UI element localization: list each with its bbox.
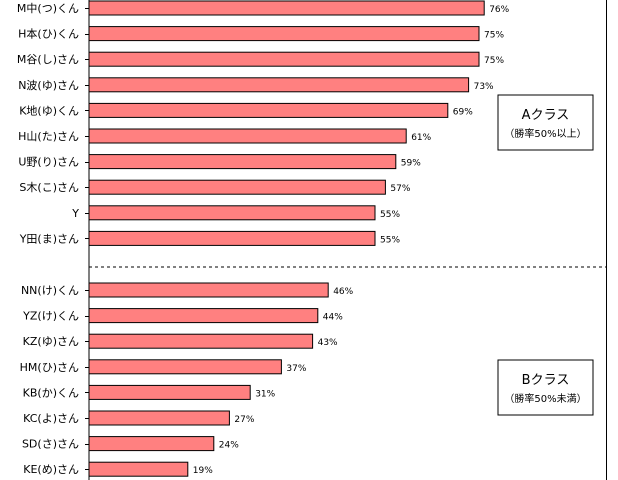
bar	[88, 128, 407, 144]
data-label: 31%	[255, 389, 275, 399]
category-label: M中(つ)くん	[17, 2, 79, 15]
data-label: 57%	[390, 184, 410, 194]
category-label: KB(か)くん	[23, 386, 79, 399]
category-label: M谷(し)さん	[17, 53, 79, 66]
bar	[88, 359, 282, 375]
category-label: Y田(ま)さん	[19, 232, 79, 245]
bar	[88, 461, 189, 477]
data-label: 55%	[380, 235, 400, 245]
category-label: KZ(ゆ)さん	[23, 335, 79, 348]
category-label: U野(り)さん	[18, 156, 79, 169]
data-label: 43%	[318, 338, 338, 348]
data-label: 73%	[474, 82, 494, 92]
bar	[88, 308, 319, 324]
bar	[88, 333, 314, 349]
data-label: 75%	[484, 31, 504, 41]
bar	[88, 179, 386, 195]
bar	[88, 230, 376, 246]
bar	[88, 410, 230, 426]
bar	[88, 77, 470, 93]
bar	[88, 51, 480, 67]
class-annotation-box	[497, 94, 594, 151]
data-label: 55%	[380, 210, 400, 220]
category-label: H本(ひ)くん	[18, 27, 79, 41]
category-label: YZ(け)くん	[22, 310, 79, 323]
class-subtitle: （勝率50%未満）	[504, 392, 586, 405]
bar	[88, 282, 329, 298]
data-label: 19%	[193, 466, 213, 476]
data-label: 69%	[453, 107, 473, 117]
data-label: 76%	[489, 5, 509, 15]
data-label: 44%	[323, 313, 343, 323]
category-label: K地(ゆ)くん	[19, 104, 79, 117]
data-label: 27%	[234, 415, 254, 425]
data-label: 46%	[333, 287, 353, 297]
category-label: N波(ゆ)さん	[18, 79, 79, 92]
category-label: S木(こ)さん	[19, 181, 79, 194]
bar	[88, 102, 449, 118]
class-annotation-box	[497, 359, 594, 416]
bar	[88, 205, 376, 221]
bar	[88, 384, 251, 400]
bar	[88, 0, 485, 16]
category-label: KC(よ)さん	[23, 412, 79, 425]
data-label: 59%	[401, 159, 421, 169]
class-subtitle: （勝率50%以上）	[504, 127, 586, 140]
class-title: Aクラス	[522, 108, 570, 123]
bar	[88, 26, 480, 42]
category-label: SD(さ)さん	[22, 438, 79, 451]
bar	[88, 436, 215, 452]
bar	[88, 154, 397, 170]
data-label: 37%	[286, 364, 306, 374]
category-label: H山(た)さん	[18, 130, 79, 143]
data-label: 24%	[219, 441, 239, 451]
data-label: 75%	[484, 56, 504, 66]
data-label: 61%	[411, 133, 431, 143]
category-label: Y	[71, 207, 79, 220]
category-label: HM(ひ)さん	[20, 361, 79, 374]
category-label: NN(け)くん	[21, 284, 79, 297]
class-title: Bクラス	[522, 373, 570, 388]
category-label: KE(め)さん	[23, 463, 79, 476]
